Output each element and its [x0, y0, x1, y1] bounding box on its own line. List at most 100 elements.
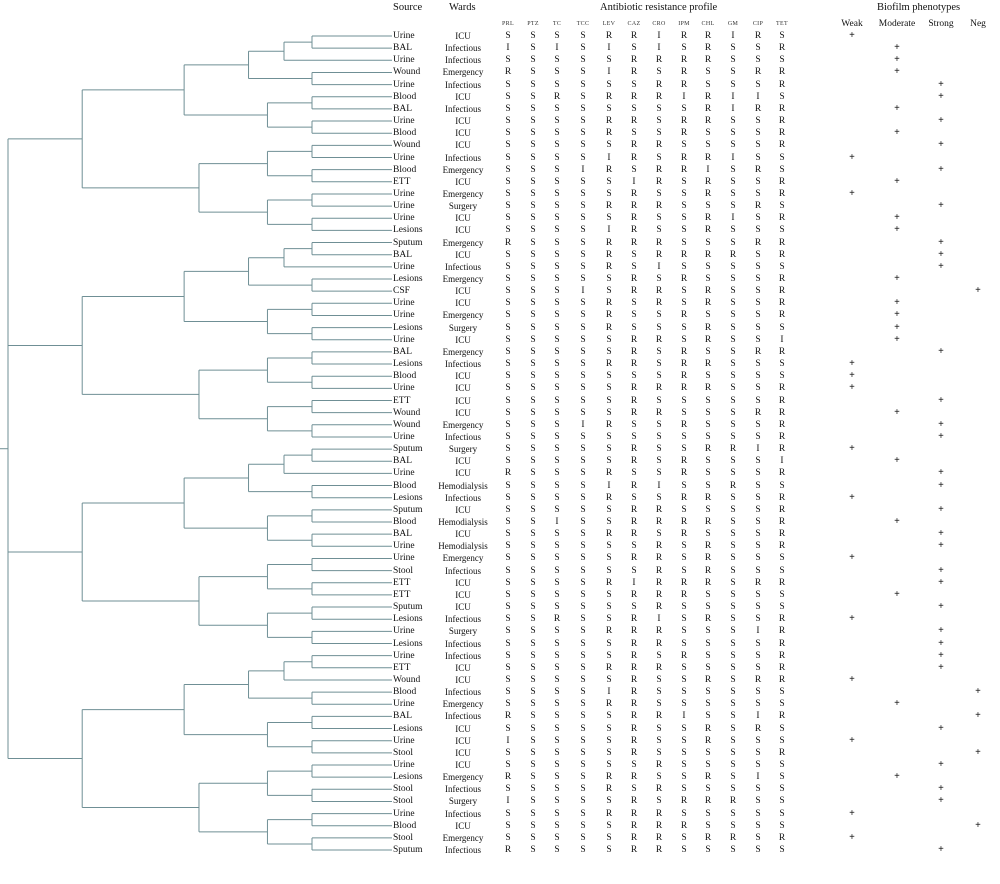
- resistance-cell: R: [778, 310, 786, 321]
- resistance-cell: S: [505, 298, 511, 309]
- resistance-cell: R: [778, 237, 786, 248]
- resistance-cell: S: [681, 541, 687, 552]
- table-row: Urine Emergency S S S S S R R S R S S S +: [0, 552, 1000, 564]
- biofilm-mark-moderate: +: [894, 54, 900, 66]
- resistance-cell: S: [779, 589, 785, 600]
- biofilm-mark-strong: +: [938, 844, 944, 856]
- resistance-cell: S: [580, 541, 586, 552]
- resistance-cell: S: [580, 346, 586, 357]
- resistance-cell: R: [630, 517, 638, 527]
- resistance-cell: S: [530, 201, 536, 212]
- table-row: Lesions Infectious S S R S S R I S R S S R +: [0, 613, 1000, 625]
- resistance-cell: S: [730, 164, 736, 175]
- resistance-cell: S: [705, 79, 711, 90]
- resistance-cell: S: [530, 772, 536, 783]
- ward-cell: Infectious: [445, 784, 481, 795]
- table-row: Blood Emergency S S S I R S R R I S R S +: [0, 164, 1000, 176]
- resistance-cell: R: [605, 468, 613, 479]
- resistance-cell: R: [630, 152, 638, 163]
- biofilm-mark-moderate: +: [894, 175, 900, 187]
- resistance-cell: S: [681, 225, 687, 236]
- source-cell: Urine: [393, 261, 415, 272]
- resistance-cell: S: [580, 735, 586, 746]
- resistance-cell: S: [606, 711, 612, 722]
- resistance-cell: R: [605, 298, 613, 309]
- resistance-cell: S: [530, 614, 536, 625]
- resistance-cell: S: [554, 772, 560, 783]
- resistance-cell: S: [554, 638, 560, 649]
- resistance-cell: S: [755, 371, 761, 382]
- resistance-cell: R: [605, 128, 613, 139]
- ward-cell: Infectious: [445, 55, 481, 66]
- resistance-cell: S: [580, 845, 586, 856]
- ward-cell: ICU: [455, 723, 471, 734]
- resistance-cell: I: [506, 796, 510, 807]
- resistance-cell: S: [656, 747, 662, 758]
- resistance-cell: S: [681, 687, 687, 698]
- resistance-cell: S: [681, 322, 687, 333]
- resistance-cell: R: [630, 91, 638, 102]
- resistance-cell: S: [730, 808, 736, 819]
- ward-cell: ICU: [455, 383, 471, 394]
- resistance-cell: S: [730, 845, 736, 856]
- resistance-cell: S: [705, 419, 711, 430]
- resistance-cell: S: [779, 687, 785, 698]
- resistance-cell: R: [754, 723, 762, 734]
- resistance-cell: R: [778, 346, 786, 357]
- resistance-cell: S: [580, 431, 586, 442]
- ward-cell: Infectious: [445, 687, 481, 698]
- resistance-cell: S: [606, 504, 612, 515]
- source-cell: Lesions: [393, 638, 423, 649]
- biofilm-mark-moderate: +: [894, 224, 900, 236]
- resistance-cell: S: [554, 723, 560, 734]
- table-row: Urine Infectious S S S S S R R R R S S S +: [0, 54, 1000, 66]
- table-row: Wound ICU S S S S S R R S S S S R +: [0, 139, 1000, 151]
- resistance-cell: S: [656, 431, 662, 442]
- table-row: BAL ICU S S S S R S R R R R S R +: [0, 249, 1000, 261]
- resistance-cell: R: [680, 820, 688, 831]
- resistance-cell: S: [730, 784, 736, 795]
- resistance-cell: S: [530, 286, 536, 297]
- resistance-cell: S: [779, 808, 785, 819]
- resistance-cell: R: [655, 553, 663, 564]
- ward-cell: Emergency: [442, 164, 484, 175]
- resistance-cell: S: [580, 638, 586, 649]
- resistance-cell: S: [606, 383, 612, 394]
- resistance-cell: S: [606, 274, 612, 284]
- resistance-cell: R: [630, 225, 638, 236]
- ward-cell: Infectious: [445, 492, 481, 503]
- resistance-cell: I: [756, 626, 760, 637]
- resistance-cell: S: [681, 723, 687, 734]
- source-cell: Urine: [393, 735, 415, 746]
- resistance-cell: R: [729, 832, 737, 843]
- resistance-cell: S: [755, 322, 761, 333]
- resistance-cell: S: [554, 784, 560, 795]
- resistance-cell: R: [630, 687, 638, 698]
- resistance-cell: R: [778, 444, 786, 455]
- resistance-cell: S: [681, 444, 687, 455]
- resistance-cell: S: [505, 140, 511, 151]
- resistance-cell: S: [656, 128, 662, 139]
- ward-cell: Surgery: [448, 796, 478, 807]
- resistance-cell: R: [778, 140, 786, 151]
- resistance-cell: S: [580, 772, 586, 783]
- resistance-cell: R: [680, 31, 688, 41]
- biofilm-mark-strong: +: [938, 236, 944, 248]
- resistance-cell: I: [731, 31, 735, 41]
- ward-cell: Infectious: [445, 261, 481, 272]
- resistance-cell: S: [681, 43, 687, 54]
- table-row: Wound Emergency S S S I R S S R S S S R +: [0, 419, 1000, 431]
- resistance-cell: S: [505, 201, 511, 212]
- resistance-cell: R: [630, 589, 638, 600]
- resistance-cell: I: [657, 261, 661, 272]
- table-row: Wound ICU S S S S S R S S R S R R +: [0, 674, 1000, 686]
- resistance-cell: S: [656, 67, 662, 78]
- resistance-cell: S: [730, 237, 736, 248]
- resistance-cell: S: [580, 31, 586, 41]
- source-cell: Sputum: [393, 845, 423, 856]
- ward-cell: Infectious: [445, 650, 481, 661]
- biofilm-mark-strong: +: [938, 540, 944, 552]
- resistance-cell: R: [754, 346, 762, 357]
- resistance-cell: S: [580, 334, 586, 345]
- table-row: Sputum Infectious R S S S S R R S S S S S +: [0, 844, 1000, 856]
